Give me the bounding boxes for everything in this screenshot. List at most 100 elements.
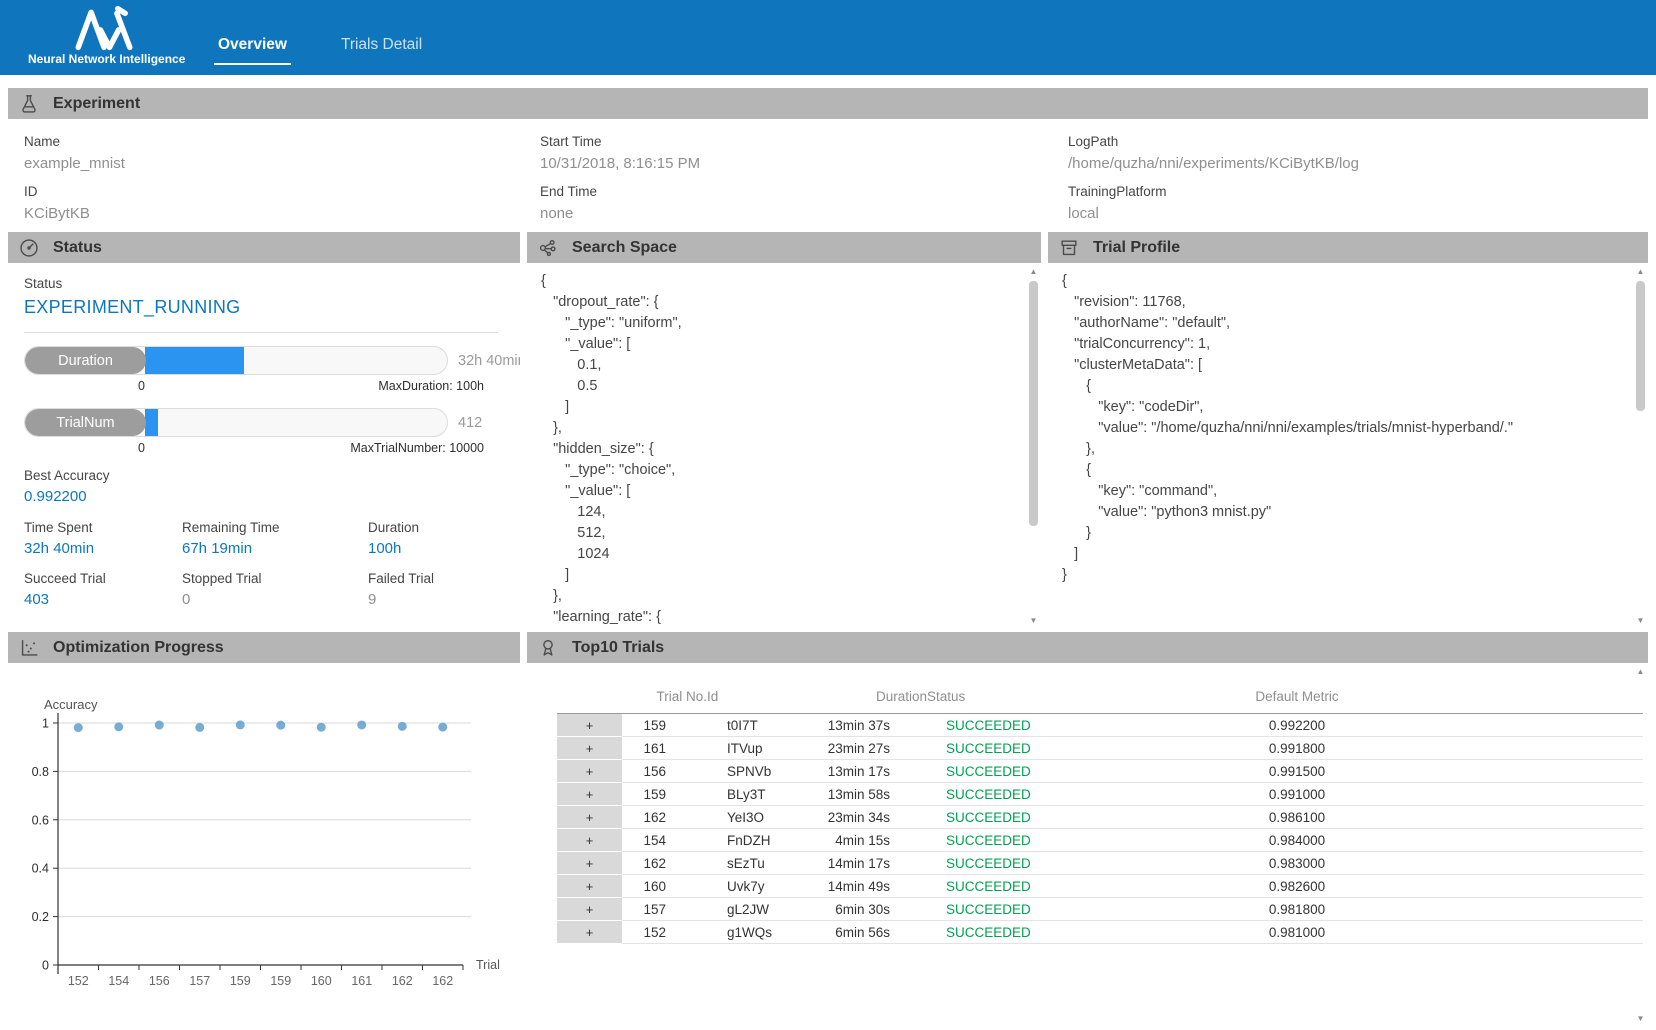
status-stat: Time Spent32h 40min (24, 520, 182, 557)
cell-status: SUCCEEDED (927, 898, 1147, 921)
col-status: Status (927, 685, 1147, 714)
svg-text:159: 159 (270, 974, 291, 988)
cell-id: t0I7T (707, 714, 817, 737)
search-space-json: { "dropout_rate": { "_type": "uniform", … (541, 271, 1041, 628)
top10-scrollbar[interactable]: ▲ ▼ (1633, 667, 1648, 1024)
cell-default-metric: 0.981000 (1147, 921, 1447, 944)
expand-row-button[interactable]: + (557, 737, 622, 760)
tab-trials-detail[interactable]: Trials Detail (337, 36, 426, 65)
expand-row-button[interactable]: + (557, 875, 622, 898)
cell-filler (1447, 898, 1643, 921)
scroll-up-icon[interactable]: ▲ (1633, 267, 1648, 277)
cell-status: SUCCEEDED (927, 737, 1147, 760)
scrollbar-thumb[interactable] (1029, 281, 1038, 526)
cell-id: gL2JW (707, 898, 817, 921)
cell-filler (1447, 783, 1643, 806)
experiment-details: Name example_mnist Start Time 10/31/2018… (8, 119, 1648, 232)
cell-status: SUCCEEDED (927, 783, 1147, 806)
cell-trial-no: 157 (622, 898, 707, 921)
expand-row-button[interactable]: + (557, 806, 622, 829)
cell-duration: 14min 49s (817, 875, 927, 898)
search-space-scrollbar[interactable]: ▲ ▼ (1026, 267, 1041, 626)
cell-default-metric: 0.991000 (1147, 783, 1447, 806)
top10-section-header: Top10 Trials (527, 632, 1648, 663)
scroll-down-icon[interactable]: ▼ (1633, 1014, 1648, 1024)
expand-row-button[interactable]: + (557, 921, 622, 944)
nni-logo-icon (71, 5, 137, 51)
cell-trial-no: 159 (622, 714, 707, 737)
experiment-status-value: EXPERIMENT_RUNNING (24, 297, 520, 318)
svg-text:160: 160 (311, 974, 332, 988)
duration-progress-fill (145, 347, 244, 374)
trialnum-progress-label: TrialNum (25, 409, 146, 436)
svg-text:Trial: Trial (476, 958, 500, 972)
brand-name: Neural Network Intelligence (28, 52, 180, 66)
cell-default-metric: 0.986100 (1147, 806, 1447, 829)
field-id: ID KCiBytKB (24, 183, 540, 224)
svg-text:154: 154 (108, 974, 129, 988)
gauge-icon (18, 237, 40, 259)
col-duration: Duration (817, 685, 927, 714)
optimization-chart: Accuracy00.20.40.60.81152154156157159159… (8, 663, 520, 1028)
expand-row-button[interactable]: + (557, 898, 622, 921)
svg-text:Accuracy: Accuracy (44, 697, 98, 712)
cell-filler (1447, 921, 1643, 944)
best-accuracy: Best Accuracy 0.992200 (24, 468, 520, 505)
nav-tabs: Overview Trials Detail (214, 36, 426, 65)
scroll-down-icon[interactable]: ▼ (1026, 616, 1041, 626)
expand-row-button[interactable]: + (557, 852, 622, 875)
status-label: Status (24, 276, 520, 291)
top10-trials-panel: Top10 Trials Trial No. Id Duration Statu… (527, 632, 1648, 1028)
table-row: +154FnDZH4min 15sSUCCEEDED0.984000 (557, 829, 1643, 852)
trialnum-progress-track: TrialNum (24, 408, 448, 437)
stat-value: 403 (24, 591, 182, 608)
svg-text:157: 157 (189, 974, 210, 988)
scrollbar-thumb[interactable] (1636, 281, 1645, 411)
cell-default-metric: 0.983000 (1147, 852, 1447, 875)
expand-row-button[interactable]: + (557, 829, 622, 852)
table-row: +160Uvk7y14min 49sSUCCEEDED0.982600 (557, 875, 1643, 898)
table-header-row: Trial No. Id Duration Status Default Met… (557, 685, 1643, 714)
svg-text:0.6: 0.6 (32, 813, 49, 827)
medal-icon (537, 637, 559, 659)
cell-trial-no: 159 (622, 783, 707, 806)
cell-id: g1WQs (707, 921, 817, 944)
expand-row-button[interactable]: + (557, 714, 622, 737)
cell-filler (1447, 852, 1643, 875)
svg-text:0.4: 0.4 (32, 862, 49, 876)
expand-row-button[interactable]: + (557, 760, 622, 783)
experiment-section: Experiment Name example_mnist Start Time… (8, 88, 1648, 232)
top10-title: Top10 Trials (572, 639, 664, 657)
optimization-section-header: Optimization Progress (8, 632, 520, 663)
svg-text:162: 162 (432, 974, 453, 988)
stat-value: 32h 40min (24, 540, 182, 557)
cell-status: SUCCEEDED (927, 806, 1147, 829)
table-row: +156SPNVb13min 17sSUCCEEDED0.991500 (557, 760, 1643, 783)
stat-value: 9 (368, 591, 520, 608)
cell-trial-no: 162 (622, 852, 707, 875)
cell-duration: 23min 34s (817, 806, 927, 829)
duration-progress-value: 32h 40min (458, 353, 520, 369)
status-stat: Failed Trial9 (368, 571, 520, 608)
cell-default-metric: 0.984000 (1147, 829, 1447, 852)
cell-trial-no: 154 (622, 829, 707, 852)
experiment-section-header: Experiment (8, 88, 1648, 119)
trialnum-min: 0 (138, 441, 145, 455)
trial-profile-title: Trial Profile (1093, 239, 1180, 257)
scroll-down-icon[interactable]: ▼ (1633, 616, 1648, 626)
scroll-up-icon[interactable]: ▲ (1633, 667, 1648, 677)
svg-text:152: 152 (68, 974, 89, 988)
tab-overview[interactable]: Overview (214, 36, 291, 65)
optimization-progress-panel: Optimization Progress Accuracy00.20.40.6… (8, 632, 520, 1028)
trial-profile-scrollbar[interactable]: ▲ ▼ (1633, 267, 1648, 626)
scroll-up-icon[interactable]: ▲ (1026, 267, 1041, 277)
svg-text:1: 1 (42, 717, 49, 731)
expand-row-button[interactable]: + (557, 783, 622, 806)
cell-filler (1447, 714, 1643, 737)
status-stat: Stopped Trial0 (182, 571, 368, 608)
cell-trial-no: 161 (622, 737, 707, 760)
status-panel: Status Status EXPERIMENT_RUNNING Duratio… (8, 232, 520, 630)
trial-profile-json: { "revision": 11768, "authorName": "defa… (1062, 271, 1648, 586)
trialnum-progress-value: 412 (458, 415, 482, 431)
cell-id: ITVup (707, 737, 817, 760)
